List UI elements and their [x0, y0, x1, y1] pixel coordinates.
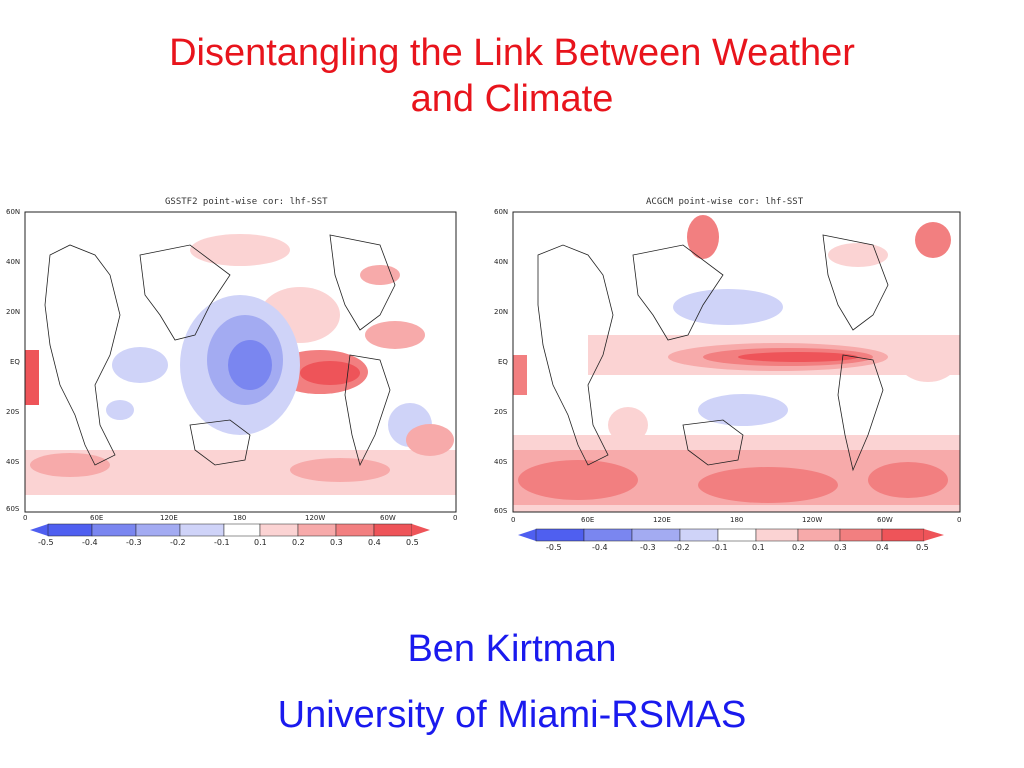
colorbar-swatch: [335, 523, 375, 537]
colorbar-swatch: [583, 528, 633, 542]
colorbar-swatch: [631, 528, 681, 542]
lat-tick-label: EQ: [498, 358, 508, 366]
colorbar-swatch: [717, 528, 757, 542]
colorbar-swatch: [881, 528, 925, 542]
colorbar-label: -0.5: [38, 538, 54, 547]
colorbar-label: 0.5: [406, 538, 419, 547]
colorbar-label: 0.1: [752, 543, 765, 552]
colorbar-label: 0.2: [792, 543, 805, 552]
lat-tick-label: 20S: [6, 408, 20, 416]
colorbar-swatch: [839, 528, 883, 542]
lon-tick-label: 0: [511, 516, 516, 524]
colorbar-label: -0.1: [712, 543, 728, 552]
colorbar-swatch: [91, 523, 137, 537]
colorbar: [518, 528, 944, 542]
map-border: [24, 211, 457, 513]
colorbar-swatch: [47, 523, 93, 537]
lat-tick-label: 20N: [6, 308, 21, 316]
author-affiliation: University of Miami-RSMAS: [277, 694, 747, 736]
colorbar-swatch: [135, 523, 181, 537]
coastlines: [44, 234, 396, 467]
colorbar-label: -0.2: [674, 543, 690, 552]
colorbar-swatch: [297, 523, 337, 537]
lon-tick-label: 120E: [160, 514, 178, 522]
lat-tick-label: 60N: [494, 208, 509, 216]
correlation-shading: [513, 215, 960, 512]
colorbar-swatch: [179, 523, 225, 537]
colorbar-swatch: [755, 528, 799, 542]
colorbar-label: 0.2: [292, 538, 305, 547]
map-title: GSSTF2 point-wise cor: lhf-SST: [165, 197, 328, 207]
colorbar-swatch: [797, 528, 841, 542]
colorbar-label: 0.5: [916, 543, 929, 552]
lon-tick-label: 120E: [653, 516, 671, 524]
slide-title-line1: Disentangling the Link Between Weather: [169, 32, 855, 74]
colorbar-swatch: [679, 528, 719, 542]
lat-tick-label: 40N: [494, 258, 509, 266]
lon-tick-label: 0: [453, 514, 458, 522]
colorbar-swatch: [259, 523, 299, 537]
colorbar-arrow-low: [30, 524, 48, 536]
colorbar-label: 0.1: [254, 538, 267, 547]
slide-title: Disentangling the Link Between Weather a…: [0, 30, 1024, 122]
colorbar-arrow-high: [924, 529, 944, 541]
map-svg-gsstf2: [24, 211, 457, 537]
map-title: ACGCM point-wise cor: lhf-SST: [646, 197, 804, 207]
colorbar-label: 0.3: [330, 538, 343, 547]
lat-tick-label: 60N: [6, 208, 21, 216]
colorbar-label: 0.3: [834, 543, 847, 552]
map-panel-gsstf2: GSSTF2 point-wise cor: lhf-SST 60N 40N 2…: [0, 195, 470, 555]
colorbar-label: -0.3: [126, 538, 142, 547]
lat-tick-label: 60S: [6, 505, 20, 513]
colorbar: [30, 523, 430, 537]
lon-tick-label: 180: [233, 514, 247, 522]
lon-tick-label: 120W: [802, 516, 823, 524]
map-svg-acgcm: [512, 211, 961, 542]
lat-tick-label: 40N: [6, 258, 21, 266]
map-panel-acgcm: ACGCM point-wise cor: lhf-SST 60N 40N 20…: [478, 195, 998, 555]
lat-tick-label: 60S: [494, 507, 508, 515]
author-name: Ben Kirtman: [407, 628, 617, 670]
coastlines: [537, 234, 889, 472]
slide-title-line2: and Climate: [410, 78, 614, 120]
lat-tick-label: 40S: [6, 458, 20, 466]
lon-tick-label: 60W: [380, 514, 396, 522]
lon-tick-label: 0: [23, 514, 28, 522]
lon-tick-label: 120W: [305, 514, 326, 522]
lon-tick-label: 0: [957, 516, 962, 524]
colorbar-swatch: [223, 523, 261, 537]
lat-tick-label: 20N: [494, 308, 509, 316]
colorbar-label: -0.1: [214, 538, 230, 547]
lon-tick-label: 180: [730, 516, 744, 524]
lon-tick-label: 60E: [90, 514, 104, 522]
colorbar-label: -0.4: [82, 538, 98, 547]
lon-tick-label: 60W: [877, 516, 893, 524]
colorbar-arrow-high: [412, 524, 430, 536]
lat-tick-label: 40S: [494, 458, 508, 466]
colorbar-label: -0.3: [640, 543, 656, 552]
colorbar-label: 0.4: [876, 543, 889, 552]
colorbar-label: -0.4: [592, 543, 608, 552]
colorbar-label: -0.5: [546, 543, 562, 552]
lon-tick-label: 60E: [581, 516, 595, 524]
lat-tick-label: 20S: [494, 408, 508, 416]
colorbar-label: 0.4: [368, 538, 381, 547]
lat-tick-label: EQ: [10, 358, 20, 366]
colorbar-swatch: [535, 528, 585, 542]
colorbar-arrow-low: [518, 529, 536, 541]
colorbar-swatch: [373, 523, 413, 537]
map-border: [512, 211, 961, 513]
colorbar-label: -0.2: [170, 538, 186, 547]
correlation-shading: [25, 234, 456, 512]
